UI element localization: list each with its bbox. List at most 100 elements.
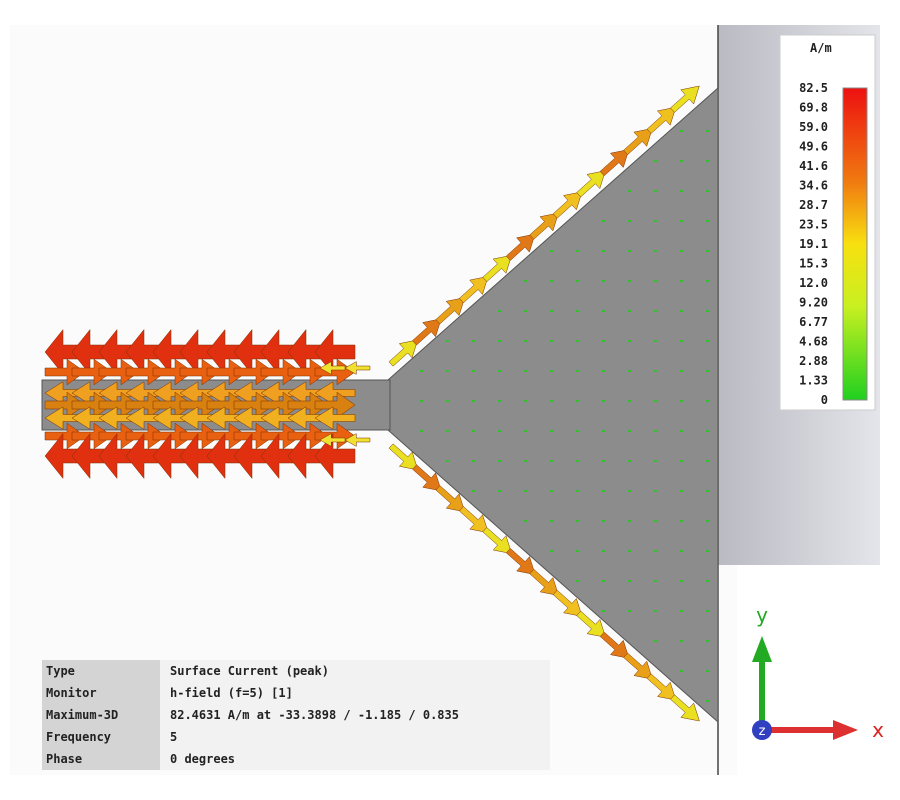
arrow	[646, 106, 677, 134]
field-dot	[602, 340, 605, 342]
field-dot	[498, 460, 501, 462]
arrow	[314, 328, 356, 376]
field-dot	[654, 430, 657, 432]
field-dot	[628, 190, 631, 192]
field-dot	[602, 610, 605, 612]
field-dot	[654, 580, 657, 582]
arrow	[314, 381, 356, 405]
field-dot	[550, 340, 553, 342]
field-dot	[680, 310, 683, 312]
field-dot	[628, 250, 631, 252]
field-dot	[628, 310, 631, 312]
field-dot	[420, 370, 423, 372]
legend-label: 15.3	[799, 257, 828, 271]
field-dot	[550, 400, 553, 402]
arrow	[44, 422, 86, 450]
field-dot	[654, 190, 657, 192]
field-dot	[602, 280, 605, 282]
field-dot	[654, 310, 657, 312]
arrow	[233, 391, 275, 419]
field-dot	[628, 340, 631, 342]
arrow	[623, 128, 653, 156]
arrow	[670, 694, 700, 722]
field-dot	[706, 190, 709, 192]
field-dot	[576, 580, 579, 582]
arrow	[152, 358, 194, 386]
field-dot	[472, 370, 475, 372]
field-dot	[680, 370, 683, 372]
field-dot	[654, 610, 657, 612]
field-dot	[628, 580, 631, 582]
arrow	[287, 422, 329, 450]
field-dot	[550, 430, 553, 432]
arrow	[152, 422, 194, 450]
field-dot	[446, 460, 449, 462]
arrow	[412, 464, 442, 492]
arrow	[482, 254, 512, 282]
field-dot	[628, 490, 631, 492]
legend-label: 0	[821, 393, 828, 407]
field-dot	[576, 460, 579, 462]
field-dot	[706, 700, 709, 702]
field-dot	[524, 340, 527, 342]
arrow	[505, 233, 536, 261]
arrow	[435, 297, 466, 325]
field-dot	[628, 280, 631, 282]
field-dot	[498, 490, 501, 492]
arrow	[576, 610, 606, 638]
arrow	[125, 422, 167, 450]
field-dot	[550, 250, 553, 252]
arrow	[71, 422, 113, 450]
arrow	[599, 631, 630, 659]
field-dot	[524, 430, 527, 432]
field-dot	[706, 340, 709, 342]
field-dot	[654, 550, 657, 552]
y-axis-head	[752, 636, 772, 662]
info-value: h-field (f=5) [1]	[170, 686, 293, 700]
info-key: Phase	[46, 752, 82, 766]
field-dot	[706, 310, 709, 312]
field-dot	[472, 460, 475, 462]
field-dot	[550, 490, 553, 492]
legend-label: 82.5	[799, 81, 828, 95]
arrow	[260, 391, 302, 419]
field-dot	[602, 370, 605, 372]
field-dot	[680, 250, 683, 252]
field-dot	[602, 430, 605, 432]
field-dot	[680, 160, 683, 162]
field-dot	[680, 610, 683, 612]
info-value-cell	[160, 660, 550, 682]
field-dot	[680, 220, 683, 222]
arrow	[233, 358, 275, 386]
field-dot	[472, 490, 475, 492]
arrow	[314, 422, 356, 450]
legend-label: 23.5	[799, 218, 828, 232]
field-dot	[706, 220, 709, 222]
arrow	[206, 422, 248, 450]
info-table: Type Surface Current (peak) Monitor h-field…	[42, 660, 550, 770]
arrow	[179, 422, 221, 450]
field-dot	[654, 340, 657, 342]
field-dot	[602, 250, 605, 252]
legend-label: 41.6	[799, 159, 828, 173]
z-axis-dot	[752, 720, 772, 740]
field-dot	[576, 490, 579, 492]
field-dot	[654, 370, 657, 372]
field-dot	[576, 430, 579, 432]
arrow	[125, 391, 167, 419]
field-dot	[628, 430, 631, 432]
current-arrows	[44, 85, 709, 722]
arrow	[459, 276, 489, 304]
arrow	[529, 212, 559, 240]
arrow	[260, 358, 302, 386]
field-dot	[576, 520, 579, 522]
arrow	[576, 170, 606, 198]
legend-label: 49.6	[799, 140, 828, 154]
field-dot	[680, 550, 683, 552]
field-dot	[472, 430, 475, 432]
field-dot	[680, 190, 683, 192]
arrow	[435, 485, 466, 513]
arrow	[71, 391, 113, 419]
arrow	[314, 432, 356, 480]
